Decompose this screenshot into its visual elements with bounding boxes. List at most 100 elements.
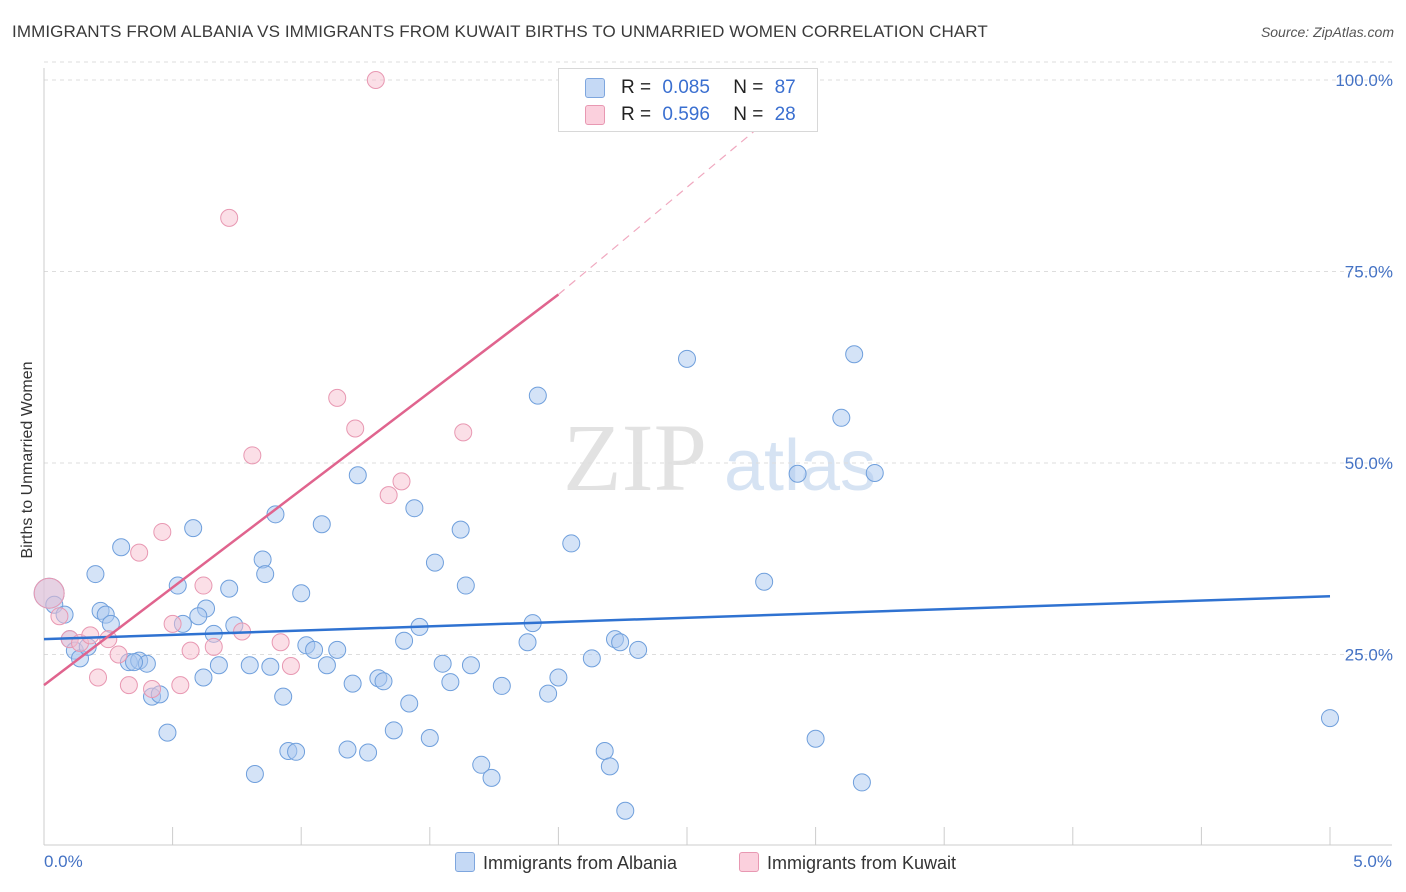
n-label: N =: [733, 104, 764, 125]
albania-point: [678, 349, 696, 368]
kuwait-point: [119, 676, 138, 695]
albania-point: [562, 534, 581, 553]
kuwait-point: [379, 486, 398, 505]
stats-row-kuwait: R = 0.596 N = 28: [585, 104, 796, 126]
kuwait-point: [454, 423, 473, 442]
y-tick-label: 50.0%: [1345, 454, 1393, 473]
albania-point: [245, 764, 264, 783]
albania-point: [852, 773, 871, 792]
kuwait-r-value: 0.596: [662, 104, 710, 125]
kuwait-point: [153, 522, 172, 541]
kuwait-point: [143, 679, 162, 698]
albania-point: [539, 684, 558, 703]
albania-point: [395, 631, 414, 650]
kuwait-point: [81, 626, 100, 645]
kuwait-point: [109, 645, 128, 664]
legend-label-kuwait: Immigrants from Kuwait: [767, 853, 957, 873]
albania-point: [189, 607, 208, 626]
albania-point: [528, 386, 547, 405]
legend-label-albania: Immigrants from Albania: [483, 853, 678, 873]
kuwait-point: [271, 633, 290, 652]
albania-point: [420, 728, 439, 747]
albania-point: [343, 674, 362, 693]
albania-point: [112, 538, 131, 557]
albania-point: [312, 515, 331, 534]
albania-point: [220, 579, 239, 598]
albania-point: [359, 743, 378, 762]
kuwait-point: [89, 668, 108, 687]
albania-point: [492, 676, 511, 695]
kuwait-point: [392, 472, 411, 491]
albania-point: [788, 464, 807, 483]
kuwait-point: [130, 543, 149, 562]
kuwait-n-value: 28: [774, 104, 796, 125]
trend-lines: [43, 79, 1331, 687]
albania-point: [600, 757, 619, 776]
watermark-zip: ZIP: [563, 404, 707, 511]
kuwait-point: [243, 446, 262, 465]
albania-legend-swatch: [455, 852, 475, 872]
albania-point: [629, 640, 648, 659]
kuwait-swatch: [585, 105, 605, 125]
albania-n-value: 87: [774, 77, 796, 98]
kuwait-point: [171, 676, 190, 695]
albania-point: [472, 755, 491, 774]
x-tick-max: 5.0%: [1353, 852, 1392, 871]
albania-point: [240, 656, 259, 675]
albania-point: [755, 572, 774, 591]
albania-point: [384, 721, 403, 740]
kuwait-point: [328, 388, 347, 407]
x-tick-min: 0.0%: [44, 852, 83, 871]
y-tick-labels: 25.0% 50.0% 75.0% 100.0%: [1335, 71, 1393, 665]
albania-point: [400, 694, 419, 713]
kuwait-point: [346, 419, 365, 438]
y-tick-label: 25.0%: [1345, 646, 1393, 665]
albania-swatch: [585, 78, 605, 98]
kuwait-legend-swatch: [739, 852, 759, 872]
albania-point: [518, 633, 537, 652]
kuwait-point: [366, 71, 385, 89]
albania-point: [305, 640, 324, 659]
albania-point: [328, 640, 347, 659]
albania-point: [595, 742, 614, 761]
r-label: R =: [621, 104, 652, 125]
albania-point: [348, 466, 367, 485]
albania-point: [582, 649, 601, 668]
albania-point: [256, 565, 275, 584]
kuwait-points: [33, 71, 473, 698]
albania-point: [461, 656, 480, 675]
legend-item-albania: Immigrants from Albania: [455, 852, 677, 874]
kuwait-point: [204, 637, 223, 656]
albania-point: [611, 633, 630, 652]
kuwait-point: [281, 656, 300, 675]
albania-point: [287, 742, 306, 761]
albania-point: [456, 576, 475, 595]
kuwait-point: [163, 614, 182, 633]
albania-point: [317, 656, 336, 675]
albania-point: [451, 520, 470, 539]
albania-point: [261, 657, 280, 676]
chart-title: IMMIGRANTS FROM ALBANIA VS IMMIGRANTS FR…: [12, 22, 988, 41]
albania-point: [1321, 709, 1339, 728]
albania-point: [441, 673, 460, 692]
albania-point: [482, 768, 501, 787]
albania-point: [158, 723, 177, 742]
albania-trend-line: [43, 595, 1331, 641]
kuwait-point: [33, 577, 65, 609]
albania-point: [209, 656, 228, 675]
kuwait-point: [181, 641, 200, 660]
albania-point: [425, 553, 444, 572]
albania-point: [338, 740, 357, 759]
axes: [43, 68, 1392, 846]
albania-point: [86, 565, 105, 584]
r-label: R =: [621, 77, 652, 98]
albania-r-value: 0.085: [662, 77, 710, 98]
y-tick-label: 100.0%: [1335, 71, 1393, 90]
albania-point: [374, 672, 393, 691]
albania-point: [194, 668, 213, 687]
n-label: N =: [733, 77, 764, 98]
grid-lines: [44, 61, 1392, 655]
kuwait-trend-line: [43, 293, 560, 687]
albania-point: [549, 668, 568, 687]
